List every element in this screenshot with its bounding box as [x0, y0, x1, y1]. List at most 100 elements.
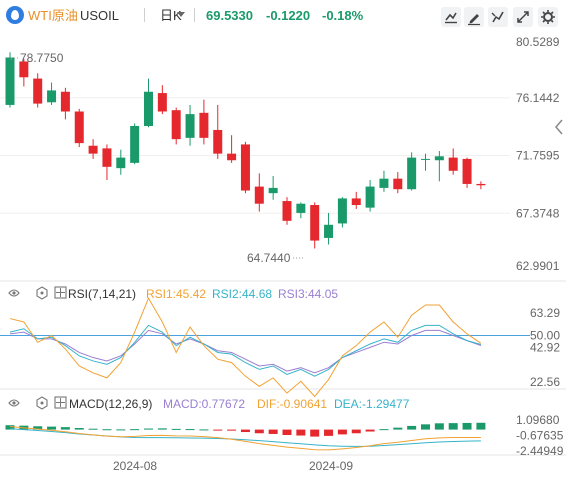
candle-body: [407, 157, 417, 190]
macd-series: [9, 426, 481, 451]
macd-bar: [130, 429, 140, 431]
rsi2-label: RSI2:44.68: [212, 287, 272, 301]
high-annotation: 78.7750: [10, 51, 64, 65]
indicator-box-icon[interactable]: [54, 396, 67, 409]
draw-icon: [468, 14, 480, 26]
macd-bar: [88, 428, 98, 430]
eye-icon[interactable]: [8, 289, 20, 297]
price-axis: 80.5289 76.1442 71.7595 67.3748 62.9901: [516, 35, 560, 273]
candle-body: [171, 110, 181, 140]
macd-bar: [310, 429, 320, 437]
chart-header: WTI原油 USOIL 日K 69.5330 -0.1220 -0.18%: [0, 0, 566, 30]
settings-icon[interactable]: [36, 396, 48, 410]
candle-body: [88, 145, 98, 154]
macd-tick-label: -2.44949: [516, 444, 564, 458]
macd-bar: [240, 429, 250, 433]
rsi-tick-label: 50.00: [530, 329, 560, 343]
candle-body: [296, 203, 306, 213]
rsi-title: RSI(7,14,21): [68, 287, 136, 301]
candle-body: [102, 148, 112, 167]
oil-drop-icon: [6, 6, 24, 24]
macd-bar: [365, 429, 375, 432]
price-tick-label: 67.3748: [516, 206, 560, 220]
macd-bar: [337, 429, 347, 435]
candle-body: [324, 224, 334, 238]
candle-body: [434, 156, 444, 161]
low-label: 64.7440: [247, 251, 291, 265]
macd-tick-label: 1.09680: [516, 413, 560, 427]
candle-body: [5, 57, 15, 105]
macd-bar: [462, 422, 472, 430]
settings-icon: [541, 10, 555, 24]
indicator-box-icon[interactable]: [54, 286, 67, 299]
rsi3-label: RSI3:44.05: [278, 287, 338, 301]
compare-icon: [445, 12, 457, 24]
macd-bar: [282, 429, 292, 436]
candle-body: [227, 153, 237, 161]
candle-body: [351, 198, 361, 206]
rsi1-line: [9, 297, 482, 398]
candle-body: [213, 129, 223, 154]
candle-body: [365, 186, 375, 208]
macd-bar: [60, 427, 70, 430]
symbol-name[interactable]: WTI原油: [28, 8, 78, 23]
price-tick-label: 62.9901: [516, 259, 560, 273]
chevron-left-icon: [555, 119, 563, 135]
price-tick-label: 76.1442: [516, 91, 560, 105]
macd-bar: [379, 429, 389, 431]
macd-bar: [393, 427, 403, 430]
candle-body: [337, 198, 347, 224]
symbol-code: USOIL: [80, 8, 120, 23]
period-selector[interactable]: 日K: [160, 8, 182, 23]
macd-bar: [157, 428, 167, 430]
macd-bar: [144, 428, 153, 430]
macd-bar: [185, 429, 195, 431]
candle-body: [60, 91, 70, 112]
draw-button[interactable]: [464, 7, 484, 27]
price-change-percent: -0.18%: [322, 8, 364, 23]
indicator-icon: [491, 11, 504, 23]
candle-body: [157, 93, 167, 112]
candle-body: [144, 91, 153, 126]
candle-body: [310, 205, 320, 241]
candle-body: [421, 158, 430, 160]
expand-button[interactable]: [513, 7, 533, 27]
dif-label: DIF:-0.90641: [257, 397, 327, 411]
eye-icon[interactable]: [8, 399, 20, 407]
macd-bar: [407, 425, 417, 430]
macd-bar: [421, 424, 430, 430]
macd-bar: [199, 429, 209, 431]
candle-body: [462, 158, 472, 184]
compare-button[interactable]: [441, 7, 461, 27]
macd-bar: [227, 429, 237, 431]
date-label: 2024-08: [113, 459, 157, 473]
last-price: 69.5330: [206, 8, 253, 23]
price-change: -0.1220: [266, 8, 311, 23]
macd-bar: [47, 426, 57, 430]
date-axis: 2024-08 2024-09: [113, 459, 353, 473]
chevron-down-icon[interactable]: [177, 12, 185, 17]
macd-label: MACD:0.77672: [163, 397, 245, 411]
collapse-panel-button[interactable]: [553, 116, 565, 138]
macd-bar: [254, 429, 264, 434]
settings-button[interactable]: [538, 7, 558, 27]
macd-title: MACD(12,26,9): [69, 397, 152, 411]
candle-body: [33, 78, 43, 104]
candle-body: [282, 201, 292, 221]
candle-body: [448, 157, 458, 171]
macd-bar: [434, 423, 444, 430]
expand-icon: [517, 11, 529, 23]
macd-bar: [351, 429, 361, 434]
rsi2-line: [9, 324, 482, 377]
rsi-tick-label: 42.92: [530, 341, 560, 355]
macd-bar: [448, 423, 458, 430]
settings-icon[interactable]: [36, 286, 48, 300]
indicator-button[interactable]: [488, 7, 508, 27]
candle-body: [268, 187, 278, 194]
price-tick-label: 80.5289: [516, 35, 560, 49]
macd-axis: 1.09680 -0.67635-2.44949: [516, 413, 564, 458]
rsi3-line: [9, 329, 482, 374]
macd-bar: [296, 429, 306, 436]
